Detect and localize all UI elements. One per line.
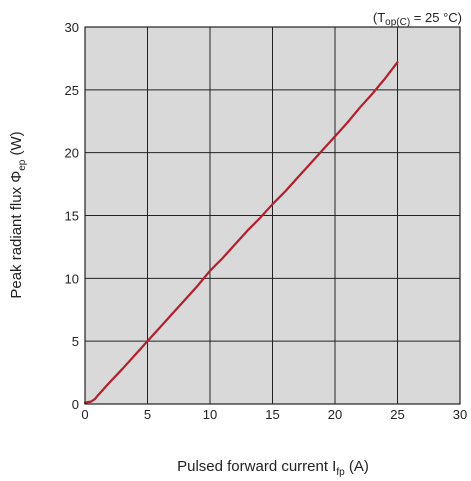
x-tick-label: 25 xyxy=(390,407,404,422)
x-tick-label: 30 xyxy=(453,407,467,422)
condition-annotation: (Top(C) = 25 °C) xyxy=(373,10,462,28)
x-tick-label: 15 xyxy=(265,407,279,422)
y-axis-title: Peak radiant flux Φep (W) xyxy=(8,131,28,298)
x-tick-label: 0 xyxy=(81,407,88,422)
y-tick-label: 25 xyxy=(65,83,79,98)
y-tick-label: 15 xyxy=(65,209,79,224)
plot-border xyxy=(84,26,461,405)
y-tick-label: 20 xyxy=(65,146,79,161)
y-tick-labels: 0 5 10 15 20 25 30 xyxy=(65,20,79,412)
series-line xyxy=(83,61,399,404)
x-tick-labels: 0 5 10 15 20 25 30 xyxy=(81,407,467,422)
x-tick-label: 20 xyxy=(328,407,342,422)
y-tick-label: 30 xyxy=(65,20,79,35)
y-tick-label: 5 xyxy=(72,334,79,349)
y-tick-label: 0 xyxy=(72,397,79,412)
x-axis-title: Pulsed forward current Ifp (A) xyxy=(177,458,369,478)
x-tick-label: 10 xyxy=(203,407,217,422)
x-tick-label: 5 xyxy=(144,407,151,422)
y-tick-label: 10 xyxy=(65,271,79,286)
